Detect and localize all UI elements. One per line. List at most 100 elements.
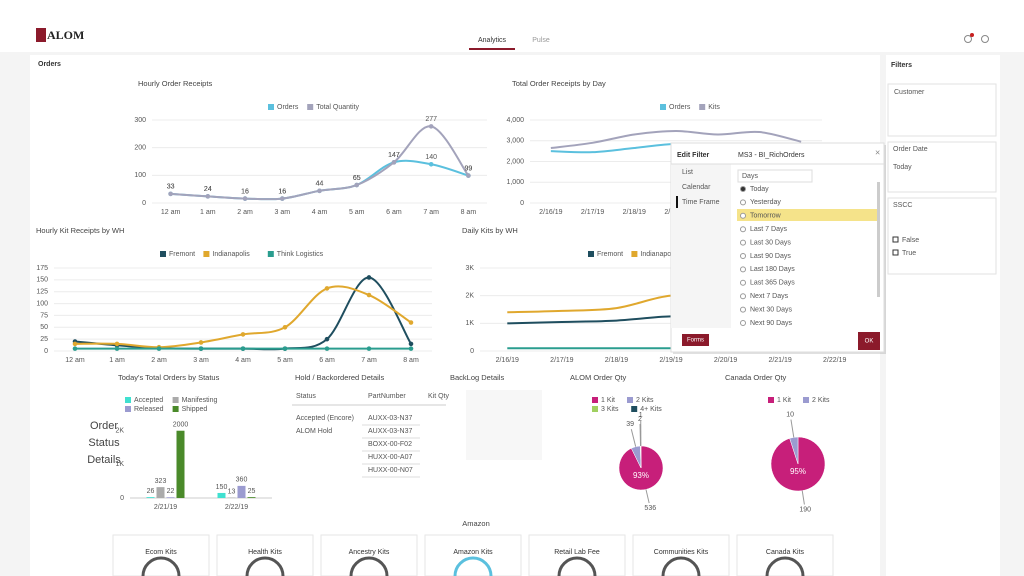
legend-label: Fremont xyxy=(169,251,195,258)
table-cell: BOXX-00-F02 xyxy=(368,441,412,448)
dialog-close[interactable]: × xyxy=(875,147,880,157)
legend-label: Fremont xyxy=(597,251,623,258)
logo-mark xyxy=(36,28,46,42)
dialog-tab[interactable]: Calendar xyxy=(682,184,711,191)
value-label: 99 xyxy=(464,165,472,172)
x-tick-label: 12 am xyxy=(161,209,181,216)
tab[interactable]: Analytics xyxy=(478,37,507,44)
x-tick-label: 6 am xyxy=(319,357,335,364)
point xyxy=(366,292,372,298)
x-tick-label: 7 am xyxy=(361,357,377,364)
y-tick-label: 4,000 xyxy=(506,117,524,124)
radio[interactable] xyxy=(740,239,746,246)
point xyxy=(72,341,78,347)
legend-label: Shipped xyxy=(182,406,208,413)
option-label[interactable]: Next 90 Days xyxy=(750,320,793,327)
slice-label: 536 xyxy=(644,505,656,512)
gauge xyxy=(453,556,493,576)
option-label[interactable]: Yesterday xyxy=(750,199,781,206)
dialog-dataset[interactable]: MS3 - BI_RichOrders xyxy=(738,152,805,159)
kpi-card xyxy=(528,534,626,576)
y-tick-label: 1K xyxy=(115,461,124,468)
option-label[interactable]: Tomorrow xyxy=(750,213,782,220)
value-label: 24 xyxy=(204,186,212,193)
bar xyxy=(146,497,155,498)
x-tick-label: 8 am xyxy=(403,357,419,364)
point xyxy=(282,346,288,351)
point xyxy=(408,341,414,347)
dropdown[interactable] xyxy=(737,169,813,183)
dialog-tab[interactable]: List xyxy=(682,169,693,176)
table-cell: AUXX-03-N37 xyxy=(368,428,412,435)
radio[interactable] xyxy=(740,306,746,313)
user-icon[interactable] xyxy=(981,35,989,43)
point xyxy=(428,124,434,129)
kpi-title: Communities Kits xyxy=(654,549,709,556)
top-bar xyxy=(0,0,1024,52)
y-tick-label: 125 xyxy=(36,289,48,296)
backlog-placeholder xyxy=(466,390,542,460)
radio[interactable] xyxy=(740,212,746,219)
checkbox-label: True xyxy=(902,250,916,257)
value-label: 24 xyxy=(204,186,212,193)
radio[interactable] xyxy=(740,293,746,300)
y-tick-label: 200 xyxy=(134,145,146,152)
table-cell: Accepted (Encore) xyxy=(296,415,354,422)
y-tick-label: 300 xyxy=(134,117,146,124)
bar xyxy=(217,492,226,498)
x-tick-label: 1 am xyxy=(109,357,125,364)
filter-box[interactable] xyxy=(887,83,997,137)
legend-swatch xyxy=(699,104,706,110)
y-tick-label: 25 xyxy=(40,336,48,343)
radio[interactable] xyxy=(740,186,746,192)
value-label: 147 xyxy=(388,152,400,159)
dropdown-value: Days xyxy=(742,173,758,180)
radio[interactable] xyxy=(740,266,746,273)
point xyxy=(324,346,330,351)
option-label[interactable]: Next 30 Days xyxy=(750,306,793,313)
order-status-label: Status xyxy=(88,437,120,449)
order-status-label: Details xyxy=(87,454,121,466)
chart-title: Hourly Order Receipts xyxy=(138,79,212,88)
point xyxy=(240,332,246,337)
option-label[interactable]: Last 180 Days xyxy=(750,266,795,273)
value-label: 140 xyxy=(425,154,437,161)
option-label[interactable]: Last 365 Days xyxy=(750,280,795,287)
value-label: 147 xyxy=(388,152,400,159)
chart-title: Today's Total Orders by Status xyxy=(118,373,220,382)
option-label[interactable]: Last 7 Days xyxy=(750,226,787,233)
kpi-card xyxy=(216,534,314,576)
value-label: 16 xyxy=(278,188,286,195)
option-label[interactable]: Next 7 Days xyxy=(750,293,789,300)
option-label[interactable]: Last 90 Days xyxy=(750,253,791,260)
checkbox[interactable] xyxy=(892,249,899,256)
legend-label: Orders xyxy=(277,104,299,111)
tab[interactable]: Pulse xyxy=(532,37,550,44)
x-tick-label: 2/19/19 xyxy=(659,357,682,364)
dialog-tab[interactable]: Time Frame xyxy=(682,199,720,206)
x-tick-label: 2/17/19 xyxy=(550,357,573,364)
ok-button[interactable] xyxy=(858,332,880,350)
radio[interactable] xyxy=(740,199,746,206)
legend-swatch xyxy=(768,397,774,403)
gauge xyxy=(557,556,597,576)
checkbox[interactable] xyxy=(892,236,899,243)
leader-line xyxy=(630,429,637,447)
legend-label: Think Logistics xyxy=(277,251,324,258)
value-label: 22 xyxy=(167,488,175,495)
filter-box[interactable] xyxy=(887,141,997,193)
notify-icon[interactable] xyxy=(964,35,972,43)
radio[interactable] xyxy=(740,253,746,259)
point xyxy=(168,191,173,197)
x-tick-label: 3 am xyxy=(274,209,290,216)
filter-box[interactable] xyxy=(887,197,997,275)
option-label[interactable]: Today xyxy=(750,186,769,193)
radio[interactable] xyxy=(740,320,746,326)
option-label[interactable]: Last 30 Days xyxy=(750,239,791,246)
leader-line xyxy=(790,419,795,438)
point xyxy=(72,346,78,351)
radio[interactable] xyxy=(740,226,746,233)
cancel-button[interactable] xyxy=(682,334,709,346)
radio[interactable] xyxy=(740,279,746,286)
